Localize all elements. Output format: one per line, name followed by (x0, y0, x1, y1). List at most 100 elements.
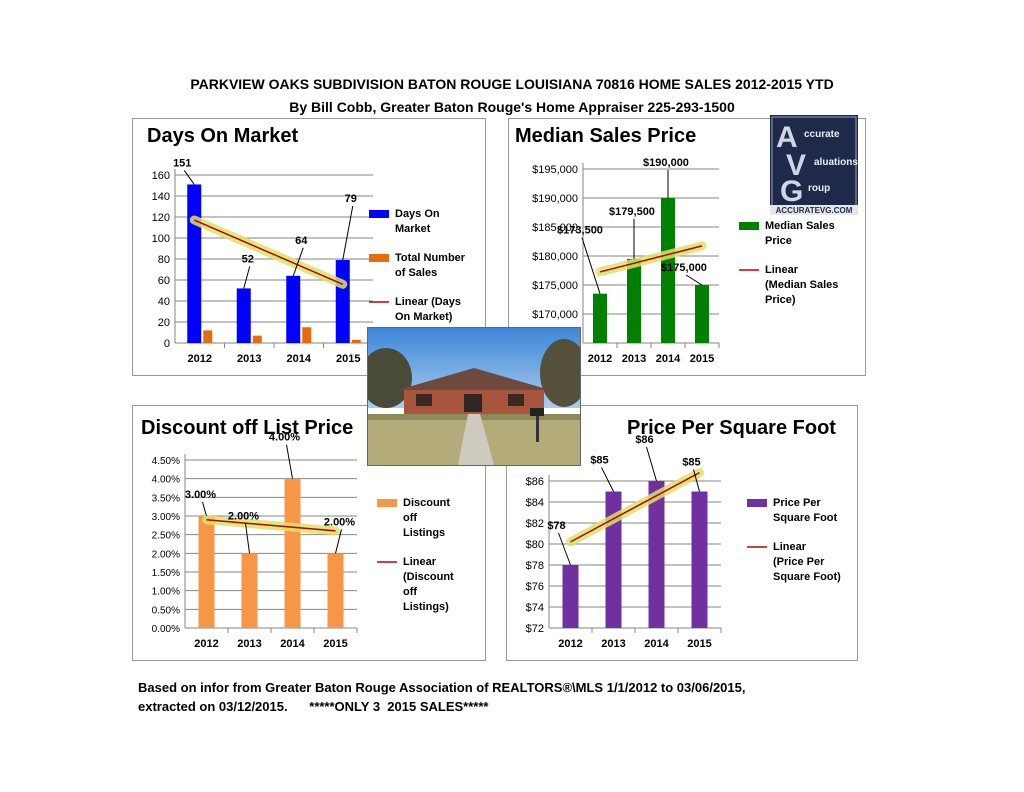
y-tick-label: 60 (158, 275, 170, 287)
data-label: 4.00% (269, 432, 300, 444)
y-tick-label: 1.00% (152, 587, 180, 598)
chart-days-on-market: 0 20 40 60 80 100 120 140 160 2012 2013 2014 2015 151… (152, 157, 466, 365)
data-label-leader (558, 532, 571, 566)
bar-median-sales-price-2015 (695, 285, 709, 343)
y-tick-label: $84 (526, 497, 544, 509)
y-tick-label: $78 (526, 560, 544, 572)
y-tick-label: 140 (152, 191, 170, 203)
data-label: $190,000 (643, 157, 689, 169)
trendline (193, 219, 344, 285)
data-label-leader (342, 205, 354, 261)
svg-text:roup: roup (808, 183, 830, 194)
chart-title-msp: Median Sales Price (515, 125, 697, 147)
y-tick-label: $82 (526, 518, 544, 530)
data-label: 52 (242, 253, 254, 265)
y-tick-label: 20 (158, 317, 170, 329)
data-label: $86 (635, 434, 653, 446)
x-tick-label: 2014 (644, 638, 669, 650)
legend-label: Linear (Price Per Square Foot) (773, 541, 841, 583)
y-tick-label: 100 (152, 233, 170, 245)
y-tick-label: $175,000 (532, 280, 578, 292)
data-label-leader (286, 444, 293, 479)
legend-swatch (369, 254, 389, 262)
bar-discount-off-listings-2014 (284, 478, 301, 628)
data-label: 2.00% (324, 516, 355, 528)
x-tick-label: 2015 (687, 638, 711, 650)
svg-text:G: G (780, 175, 803, 208)
y-tick-label: $74 (526, 602, 544, 614)
bar-price-per-square-foot-2014 (648, 481, 665, 628)
legend-label: Discount off Listings (403, 497, 450, 539)
data-label: $85 (682, 457, 700, 469)
avg-logo: A V G ccurate aluations roup ACCURATEVG.… (770, 115, 858, 215)
x-tick-label: 2013 (237, 353, 261, 365)
svg-text:aluations: aluations (814, 157, 858, 168)
y-tick-label: 3.50% (152, 493, 180, 504)
bar-median-sales-price-2013 (627, 258, 641, 343)
panel-price-per-square-foot: Price Per Square Foot $72 $74 $76 $78 $80 $82… (506, 405, 858, 661)
bar-median-sales-price-2014 (661, 198, 675, 343)
x-tick-label: 2014 (656, 353, 681, 365)
data-label: 3.00% (185, 489, 216, 501)
y-tick-label: $80 (526, 539, 544, 551)
y-tick-label: 2.50% (152, 531, 180, 542)
legend-label: Median Sales Price (765, 220, 835, 247)
legend-label: Linear (Discount off Listings) (403, 556, 454, 613)
bar-total-number-of-sales-2014 (302, 327, 312, 343)
data-label: $85 (590, 455, 608, 467)
y-tick-label: 0.00% (152, 624, 180, 635)
bar-discount-off-listings-2015 (327, 553, 344, 628)
bar-days-on-market-2013 (236, 288, 251, 343)
x-tick-label: 2013 (237, 638, 261, 650)
svg-text:ccurate: ccurate (804, 129, 840, 140)
page-subtitle: By Bill Cobb, Greater Baton Rouge's Home… (289, 99, 735, 115)
bar-days-on-market-2015 (335, 260, 350, 343)
y-tick-label: 0 (164, 338, 170, 350)
x-tick-label: 2012 (188, 353, 212, 365)
panel-days-on-market: Days On Market 0 20 40 60 80 100 120 140 160 2012… (132, 118, 486, 376)
data-label-leader (243, 266, 251, 289)
legend-label: Linear (Days On Market) (395, 296, 461, 323)
data-label-leader (601, 467, 614, 492)
chart-title-dom: Days On Market (147, 125, 299, 147)
svg-text:V: V (786, 149, 806, 182)
y-tick-label: 2.00% (152, 549, 180, 560)
footer-line-1: Based on infor from Greater Baton Rouge … (138, 680, 746, 695)
y-tick-label: $180,000 (532, 251, 578, 263)
x-tick-label: 2015 (336, 353, 360, 365)
chart-discount-off-list-price: 0.00% 0.50% 1.00% 1.50% 2.00% 2.50% 3.00% 3.50%… (152, 432, 454, 650)
x-tick-label: 2015 (323, 638, 347, 650)
bar-total-number-of-sales-2012 (203, 330, 213, 343)
x-tick-label: 2013 (601, 638, 625, 650)
bar-discount-off-listings-2013 (241, 553, 258, 628)
data-label: 79 (345, 193, 357, 205)
y-tick-label: $190,000 (532, 193, 578, 205)
chart-median-sales-price: $170,000 $175,000 $180,000 $185,000 $190,000… (532, 157, 838, 365)
x-tick-label: 2014 (280, 638, 305, 650)
trendline (570, 471, 700, 543)
trendline (206, 518, 336, 532)
legend-label: Price Per Square Foot (773, 497, 838, 524)
legend-label: Days On Market (395, 208, 440, 235)
chart-title-ppsf: Price Per Square Foot (627, 417, 836, 439)
y-tick-label: 4.00% (152, 475, 180, 486)
trendline (599, 245, 703, 273)
data-label-leader (685, 274, 703, 286)
legend-swatch (739, 222, 759, 230)
legend-swatch (369, 210, 389, 218)
y-tick-label: $195,000 (532, 164, 578, 176)
x-tick-label: 2012 (588, 353, 612, 365)
y-tick-label: 80 (158, 254, 170, 266)
data-label: 2.00% (228, 510, 259, 522)
svg-text:A: A (776, 121, 798, 154)
data-label-leader (202, 501, 207, 517)
y-tick-label: $185,000 (532, 222, 578, 234)
data-label-leader (335, 529, 342, 554)
y-tick-label: 1.50% (152, 568, 180, 579)
data-label-leader (646, 446, 657, 482)
chart-title-disc: Discount off List Price (141, 417, 354, 439)
data-label-leader (693, 469, 700, 492)
bar-days-on-market-2014 (286, 275, 301, 343)
y-tick-label: $86 (526, 476, 544, 488)
legend-label: Linear (Median Sales Price) (765, 264, 838, 306)
